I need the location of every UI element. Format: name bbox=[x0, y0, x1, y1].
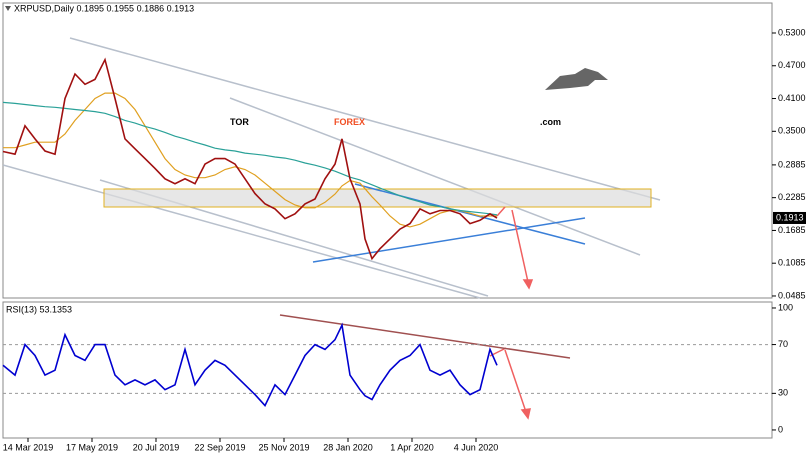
series-line bbox=[3, 92, 497, 228]
x-tick-label: 1 Apr 2020 bbox=[390, 442, 434, 452]
x-tick-label: 28 Jan 2020 bbox=[323, 442, 373, 452]
x-tick-label: 22 Sep 2019 bbox=[194, 442, 245, 452]
series-line bbox=[2, 101, 498, 216]
y-tick-label: 0 bbox=[778, 424, 783, 434]
channel-line bbox=[2, 164, 481, 299]
x-tick-label: 17 May 2019 bbox=[66, 442, 118, 452]
arrow bbox=[511, 209, 529, 283]
rsi-trend-line bbox=[279, 314, 571, 359]
logo-tor: TOR bbox=[230, 117, 249, 127]
arrow-head bbox=[520, 408, 531, 420]
triangle bbox=[312, 183, 586, 263]
header-icon bbox=[5, 6, 11, 11]
header: XRPUSD,Daily 0.1895 0.1955 0.1886 0.1913 bbox=[14, 3, 194, 13]
y-tick-label: 0.3500 bbox=[778, 126, 806, 136]
arrow-head bbox=[522, 279, 534, 290]
price-panel bbox=[2, 2, 773, 299]
logo-com: .com bbox=[540, 117, 561, 127]
logo-forex: FOREX bbox=[334, 117, 365, 127]
logo-bull bbox=[545, 68, 608, 90]
x-tick-label: 14 Mar 2019 bbox=[3, 442, 54, 452]
y-tick-label: 70 bbox=[778, 339, 788, 349]
channel-line bbox=[229, 97, 641, 256]
arrows bbox=[489, 206, 534, 420]
y-tick-label: 0.1685 bbox=[778, 225, 806, 235]
y-tick-label: 0.4700 bbox=[778, 60, 806, 70]
y-tick-label: 0.1085 bbox=[778, 258, 806, 268]
y-tick-label: 30 bbox=[778, 388, 788, 398]
arrow bbox=[496, 206, 506, 217]
y-tick-label: 0.5300 bbox=[778, 27, 806, 37]
x-tick-label: 4 Jun 2020 bbox=[454, 442, 499, 452]
last-price-label: 0.1913 bbox=[776, 212, 804, 222]
y-tick-label: 100 bbox=[778, 302, 793, 312]
channel-line bbox=[69, 37, 661, 201]
trend-line bbox=[354, 183, 586, 245]
arrow bbox=[504, 349, 527, 413]
series-line bbox=[2, 322, 498, 408]
panel-title: RSI(13) 53.1353 bbox=[6, 304, 72, 314]
trend-line bbox=[312, 217, 586, 263]
x-tick-label: 20 Jul 2019 bbox=[133, 442, 180, 452]
series-line bbox=[2, 57, 498, 261]
x-tick-label: 25 Nov 2019 bbox=[258, 442, 309, 452]
support-zone bbox=[103, 188, 652, 208]
y-tick-label: 0.2885 bbox=[778, 159, 806, 169]
rsi-panel bbox=[2, 301, 773, 439]
last-price-tag bbox=[773, 211, 806, 224]
y-tick-label: 0.0485 bbox=[778, 290, 806, 300]
y-tick-label: 0.4100 bbox=[778, 93, 806, 103]
y-tick-label: 0.2285 bbox=[778, 192, 806, 202]
